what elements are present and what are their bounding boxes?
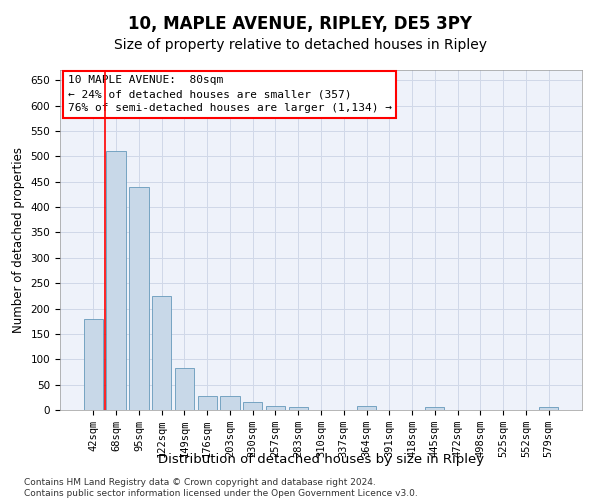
Bar	[129, 186, 149, 410]
Bar	[539, 408, 558, 410]
Bar	[106, 151, 126, 410]
Bar	[197, 396, 217, 410]
Bar	[243, 402, 262, 410]
Text: Distribution of detached houses by size in Ripley: Distribution of detached houses by size …	[158, 452, 484, 466]
Bar	[175, 368, 194, 410]
Bar	[289, 407, 308, 410]
Bar	[220, 396, 239, 410]
Bar	[357, 406, 376, 410]
Text: Contains HM Land Registry data © Crown copyright and database right 2024.
Contai: Contains HM Land Registry data © Crown c…	[24, 478, 418, 498]
Y-axis label: Number of detached properties: Number of detached properties	[12, 147, 25, 333]
Bar	[425, 408, 445, 410]
Bar	[152, 296, 172, 410]
Bar	[266, 406, 285, 410]
Text: 10, MAPLE AVENUE, RIPLEY, DE5 3PY: 10, MAPLE AVENUE, RIPLEY, DE5 3PY	[128, 15, 472, 33]
Text: 10 MAPLE AVENUE:  80sqm
← 24% of detached houses are smaller (357)
76% of semi-d: 10 MAPLE AVENUE: 80sqm ← 24% of detached…	[68, 75, 392, 113]
Text: Size of property relative to detached houses in Ripley: Size of property relative to detached ho…	[113, 38, 487, 52]
Bar	[84, 318, 103, 410]
